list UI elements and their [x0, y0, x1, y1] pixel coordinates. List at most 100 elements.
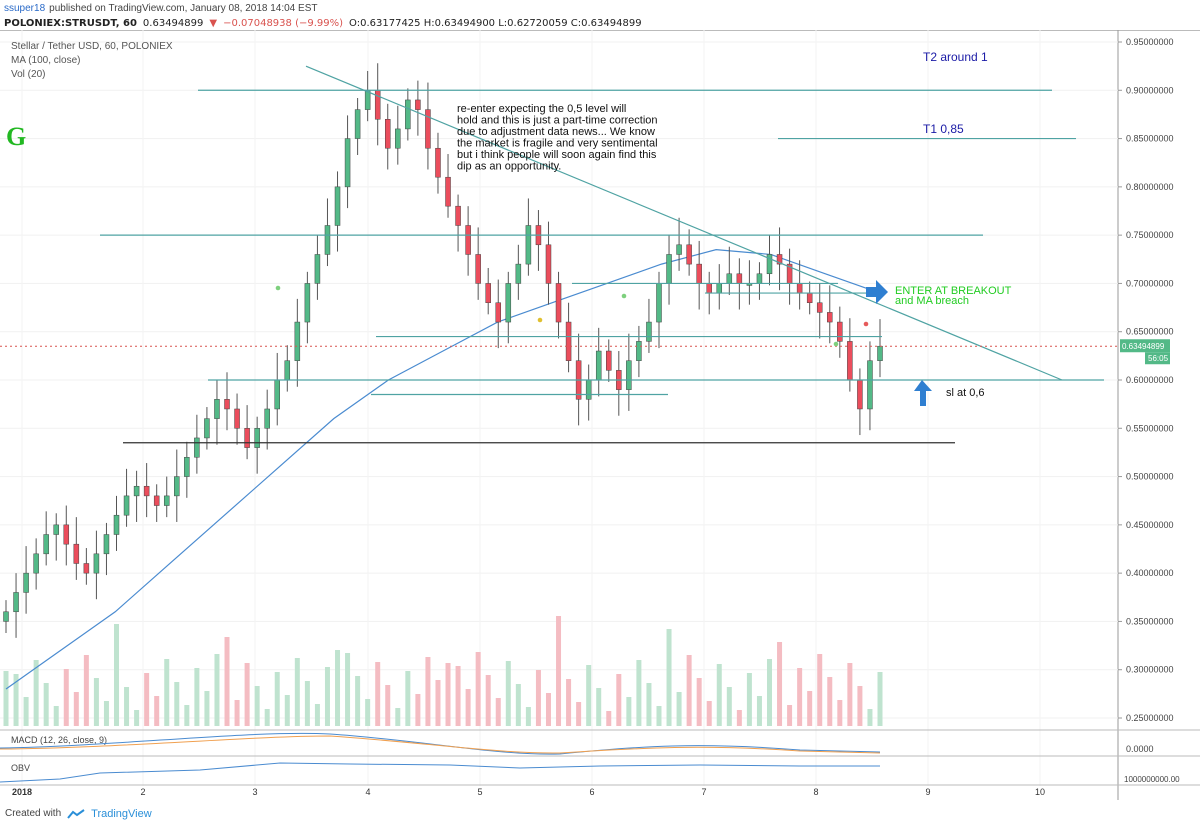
down-arrow-icon: ▼: [209, 17, 218, 29]
candle: [384, 119, 391, 149]
volume-bar: [556, 616, 562, 726]
candle: [23, 572, 29, 593]
enter-label: ENTER AT BREAKOUT: [895, 285, 1012, 297]
x-tick-label: 6: [589, 787, 594, 797]
candle: [806, 292, 813, 303]
volume-bar: [606, 711, 612, 726]
volume-bar: [23, 697, 29, 726]
volume-bar: [706, 701, 712, 726]
volume-bar: [3, 671, 9, 726]
candle: [123, 495, 130, 516]
y-tick-label: 0.40000000: [1126, 568, 1174, 578]
candle: [163, 495, 170, 506]
candle: [776, 254, 783, 265]
volume-bar: [405, 671, 411, 726]
ohlc-values: O:0.63177425 H:0.63494900 L:0.62720059 C…: [349, 17, 642, 29]
candle: [837, 321, 843, 342]
candle: [234, 408, 240, 429]
volume-bar: [455, 666, 461, 726]
candle: [827, 312, 833, 323]
x-tick-label: 2018: [12, 787, 32, 797]
volume-bar: [566, 679, 572, 726]
trendline: [305, 65, 1063, 381]
volume-bar: [525, 707, 531, 726]
author-link[interactable]: ssuper18: [4, 2, 46, 14]
volume-bar: [545, 693, 551, 726]
x-tick-label: 2: [140, 787, 145, 797]
candle: [83, 563, 90, 574]
volume-bar: [696, 678, 702, 726]
y-tick-label: 0.75000000: [1126, 230, 1174, 240]
volume-bar: [365, 699, 371, 726]
candle: [133, 485, 140, 497]
volume-bar: [204, 691, 210, 726]
volume-bar: [224, 637, 230, 726]
candle: [857, 379, 863, 410]
volume-bar: [154, 696, 160, 726]
candles: [3, 63, 883, 638]
candle: [264, 408, 270, 429]
candle: [686, 244, 692, 265]
volume-bar: [877, 672, 883, 726]
header-divider: [0, 30, 1200, 31]
price-axis: 0.95000000 0.90000000 0.85000000 0.80000000…: [1118, 37, 1174, 723]
candle: [515, 263, 522, 284]
volume-bar: [134, 710, 140, 726]
y-tick-label: 0.50000000: [1126, 472, 1174, 482]
legend-vol[interactable]: Vol (20): [11, 69, 46, 80]
volume-bar: [83, 655, 89, 726]
volume-bar: [335, 650, 341, 726]
volume-bar: [485, 675, 491, 726]
candle: [816, 302, 823, 313]
volume-bar: [164, 659, 170, 726]
volume-bar: [174, 682, 180, 726]
candle: [194, 437, 200, 458]
candle: [153, 495, 160, 506]
ma100-line: [5, 249, 881, 690]
candle: [33, 553, 39, 574]
volume-bar: [756, 696, 762, 726]
volume-bar: [284, 695, 290, 726]
candle: [666, 254, 672, 284]
volume-bar: [777, 642, 783, 726]
volume-bar: [33, 660, 39, 726]
y-tick-label: 0.25000000: [1126, 713, 1174, 723]
volume-bar: [716, 664, 722, 726]
volume-bar: [415, 694, 421, 726]
x-tick-label: 9: [925, 787, 930, 797]
candle: [364, 90, 371, 110]
candle: [465, 225, 471, 255]
volume-bar: [746, 673, 752, 726]
volume-bar: [736, 710, 742, 726]
candle: [224, 399, 230, 410]
signal-dot: [621, 293, 627, 299]
note-line: but i think people will soon again find …: [457, 149, 657, 161]
tradingview-link[interactable]: TradingView: [91, 807, 152, 820]
volume-bar: [857, 686, 863, 726]
candle: [455, 205, 461, 226]
candle: [324, 225, 331, 255]
legend-ma[interactable]: MA (100, close): [11, 55, 81, 66]
created-with-label: Created with: [5, 808, 62, 819]
volume-bar: [535, 670, 541, 726]
price-chart[interactable]: 0.95000000 0.90000000 0.85000000 0.80000000…: [0, 30, 1200, 800]
volume-bar: [837, 700, 843, 726]
note-line: due to adjustment data news... We know: [457, 126, 655, 138]
volume-bar: [345, 653, 351, 726]
volume-bar: [626, 697, 632, 726]
legend-title: Stellar / Tether USD, 60, POLONIEX: [11, 41, 173, 52]
signal-dot: [537, 317, 543, 323]
enter-label-2: and MA breach: [895, 295, 969, 307]
y-tick-label: 0.45000000: [1126, 520, 1174, 530]
volume-bar: [63, 669, 69, 726]
candle: [73, 543, 80, 564]
horizontal-levels: [0, 65, 1118, 444]
candle: [405, 99, 411, 130]
candle: [505, 283, 512, 323]
volume-bar: [73, 692, 79, 726]
candle: [334, 186, 341, 226]
candle: [646, 321, 652, 342]
candle: [103, 534, 110, 555]
candle: [867, 360, 873, 410]
sl-label: sl at 0,6: [946, 387, 985, 399]
